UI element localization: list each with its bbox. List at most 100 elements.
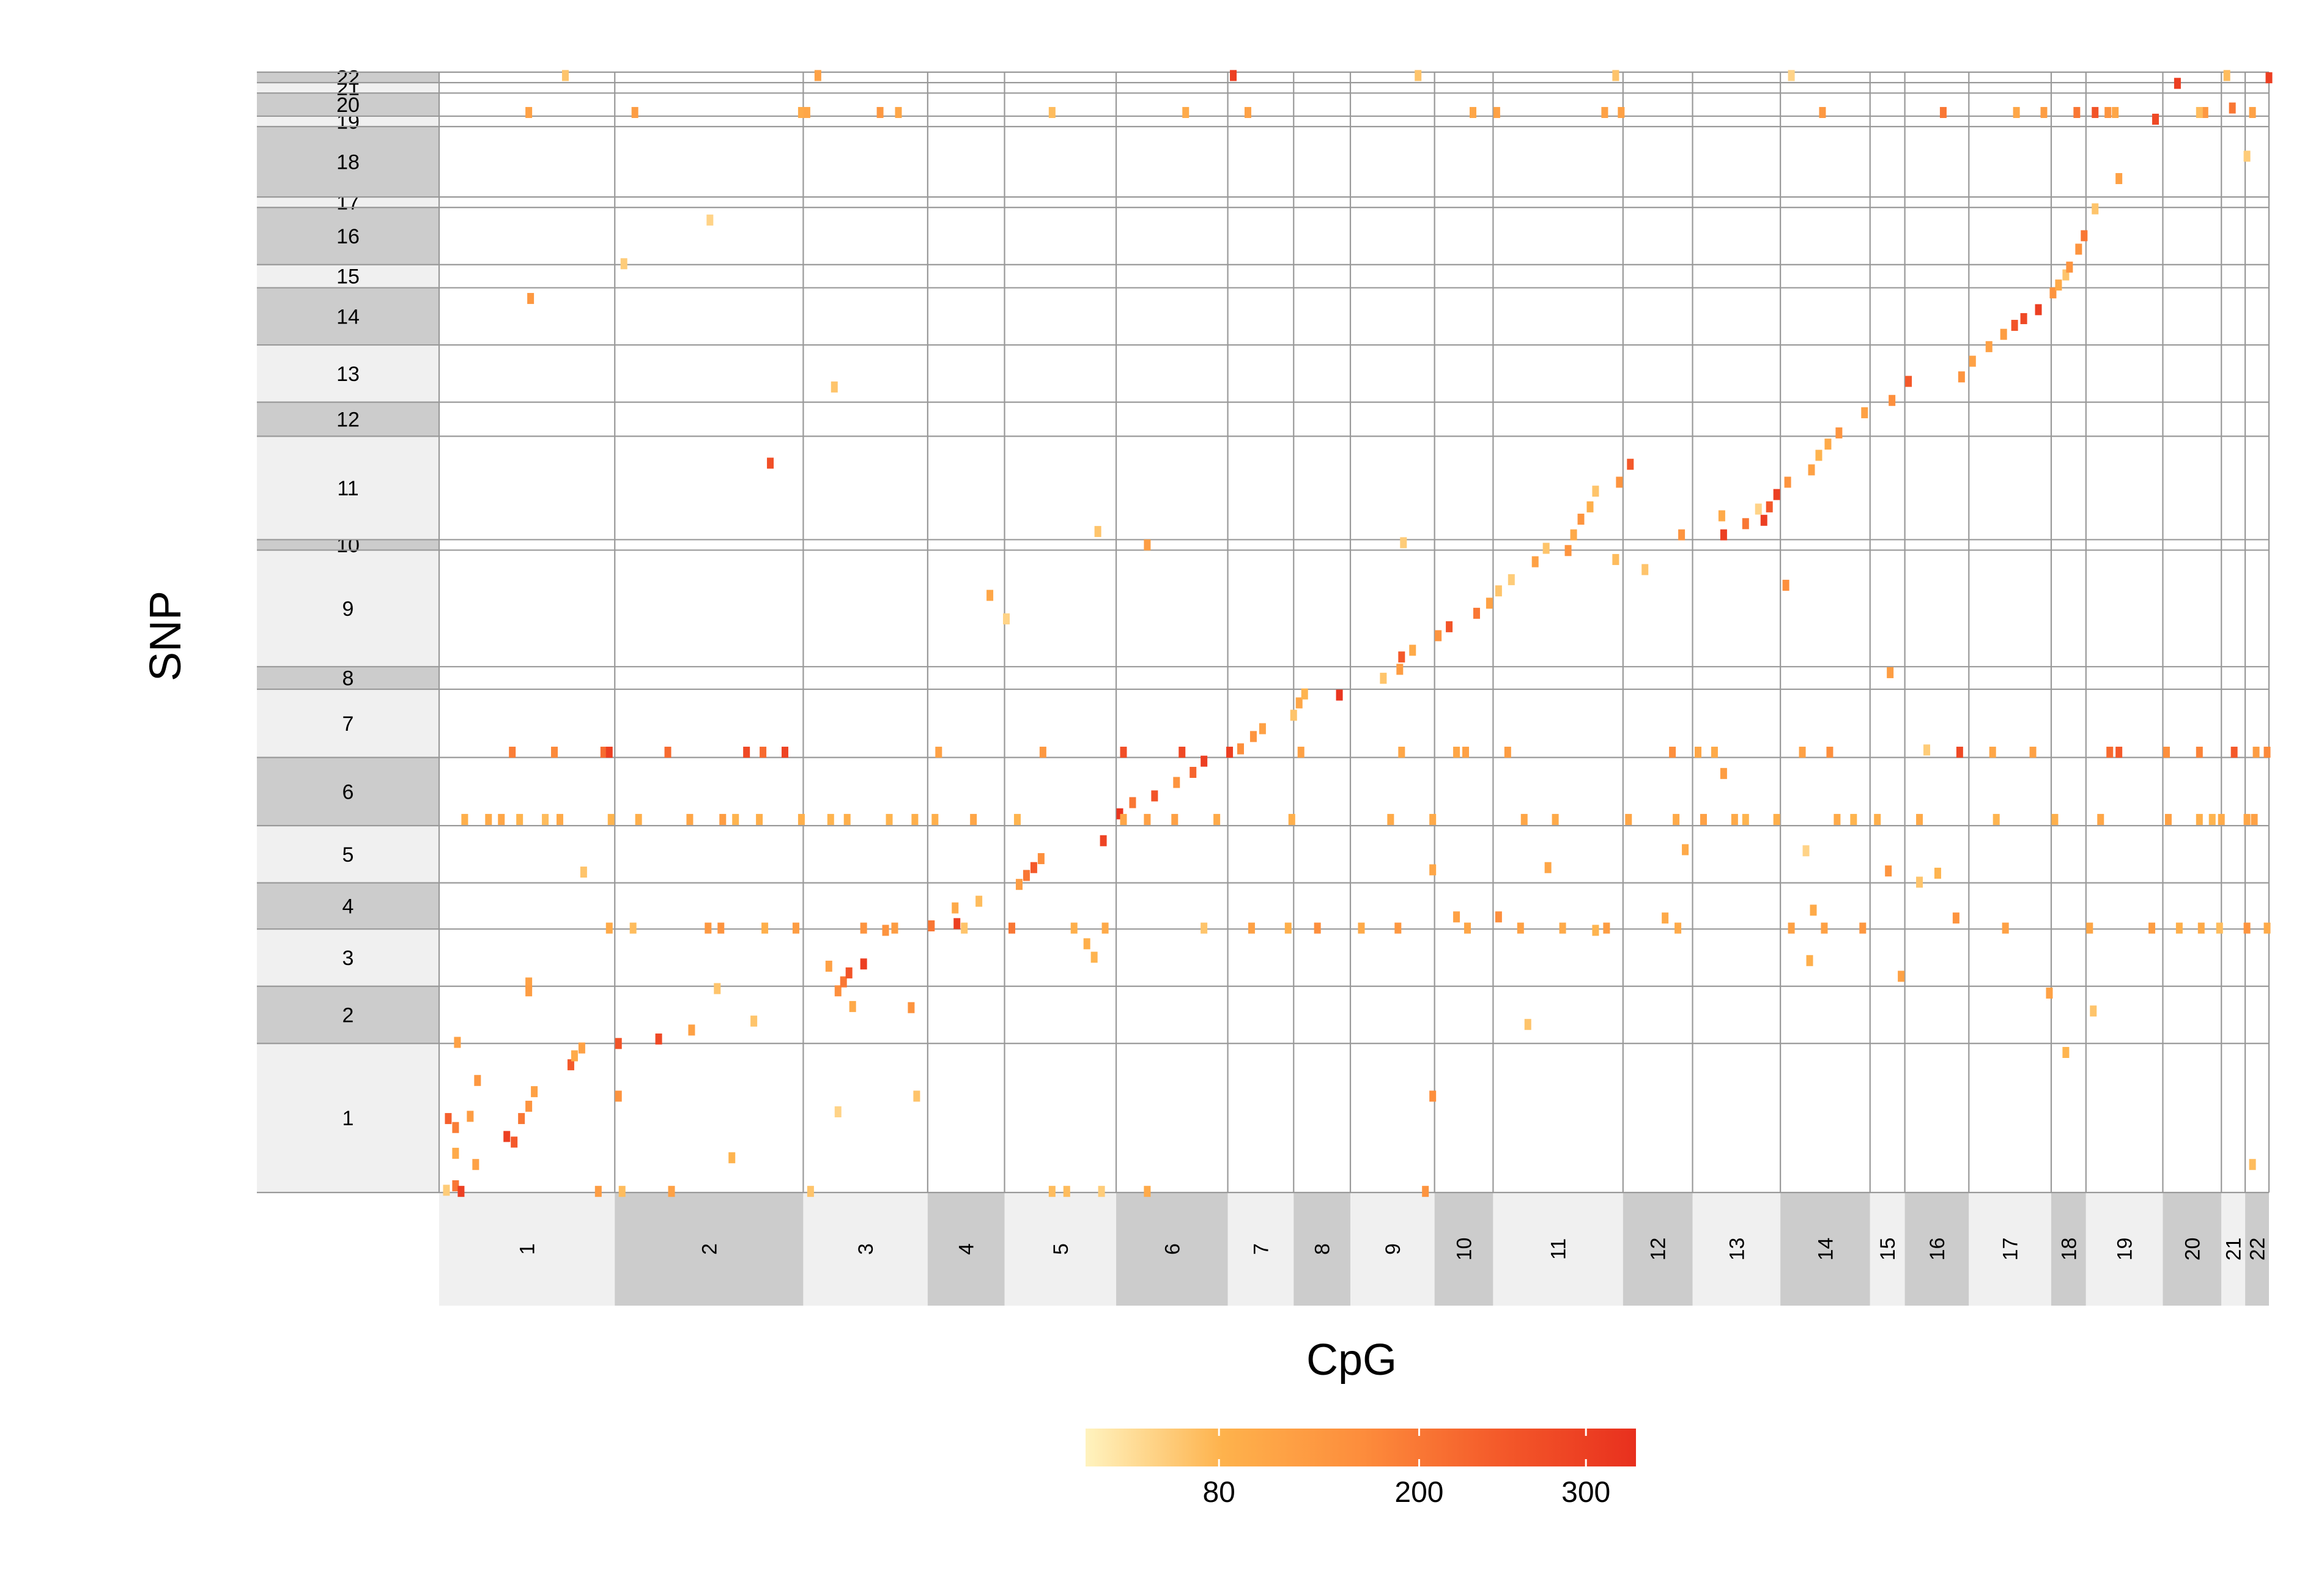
heatmap-cell	[1453, 911, 1460, 923]
snp-chrom-label: 4	[342, 895, 354, 918]
heatmap-cell	[1284, 922, 1292, 934]
heatmap-cell	[797, 106, 805, 118]
heatmap-cell	[986, 590, 994, 601]
heatmap-cell	[498, 813, 505, 825]
heatmap-cell	[1819, 106, 1826, 118]
heatmap-cell	[1314, 922, 1321, 934]
heatmap-cell	[1295, 697, 1303, 709]
heatmap-cell	[882, 925, 889, 936]
heatmap-cell	[2035, 304, 2042, 316]
heatmap-cell	[1098, 1186, 1105, 1197]
heatmap-cell	[561, 70, 569, 81]
heatmap-cell	[1586, 501, 1594, 512]
heatmap-cell	[1380, 673, 1387, 684]
heatmap-cell	[1618, 106, 1625, 118]
heatmap-cell	[1678, 529, 1686, 541]
heatmap-cell	[1810, 904, 1817, 916]
cpg-chrom-band	[1227, 1192, 1294, 1306]
heatmap-cell	[1552, 813, 1559, 825]
heatmap-cell	[2249, 1159, 2256, 1170]
heatmap-cell	[525, 977, 533, 989]
heatmap-cell	[1939, 106, 1947, 118]
heatmap-cell	[527, 293, 535, 305]
colorbar-tick-label: 80	[1202, 1476, 1235, 1509]
cpg-chrom-band	[1623, 1192, 1693, 1306]
heatmap-cell	[2020, 313, 2027, 325]
cpg-chrom-label: 3	[854, 1243, 878, 1255]
heatmap-cell	[1517, 922, 1524, 934]
heatmap-cell	[928, 920, 935, 931]
cpg-chrom-band	[1004, 1192, 1117, 1306]
heatmap-cell	[1592, 925, 1599, 936]
snp-chrom-label: 8	[342, 667, 354, 690]
heatmap-cell	[1592, 486, 1599, 497]
heatmap-cell	[2092, 203, 2099, 215]
heatmap-cell	[1023, 870, 1030, 881]
heatmap-cell	[1201, 755, 1208, 767]
heatmap-cell	[2073, 106, 2081, 118]
heatmap-cell	[1100, 835, 1107, 846]
heatmap-cell	[2164, 813, 2172, 825]
heatmap-cell	[2265, 72, 2273, 84]
heatmap-cell	[688, 1024, 695, 1036]
snp-chrom-label: 20	[336, 94, 360, 117]
heatmap-cell	[485, 813, 492, 825]
heatmap-cell	[1742, 813, 1749, 825]
heatmap-cell	[1453, 747, 1460, 758]
heatmap-cell	[1874, 813, 1881, 825]
heatmap-cell	[1923, 744, 1930, 756]
heatmap-cell	[911, 813, 919, 825]
heatmap-cell	[1409, 645, 1416, 656]
cpg-chrom-label: 10	[1453, 1238, 1476, 1261]
heatmap-cell	[834, 1106, 842, 1118]
heatmap-cell	[1742, 518, 1749, 530]
heatmap-cell	[1469, 106, 1476, 118]
heatmap-cell	[1934, 867, 1941, 879]
cpg-chrom-label: 12	[1647, 1238, 1670, 1261]
cpg-chrom-band	[2163, 1192, 2222, 1306]
heatmap-cell	[2115, 173, 2123, 185]
cpg-chrom-band	[1870, 1192, 1905, 1306]
snp-chrom-band	[257, 539, 439, 550]
heatmap-cell	[1887, 667, 1894, 678]
heatmap-cell	[2090, 1005, 2097, 1017]
heatmap-cell	[1760, 514, 1767, 526]
heatmap-cell	[840, 976, 847, 988]
heatmap-cell	[2092, 106, 2099, 118]
heatmap-cell	[1694, 747, 1701, 758]
heatmap-cell	[1850, 813, 1857, 825]
heatmap-cell	[1969, 355, 1976, 367]
cpg-chrom-band	[1969, 1192, 2051, 1306]
heatmap-cell	[1524, 1019, 1531, 1030]
heatmap-cell	[1889, 394, 1896, 406]
heatmap-cell	[1015, 879, 1023, 890]
heatmap-cell	[1144, 1186, 1151, 1197]
heatmap-cell	[1834, 813, 1841, 825]
heatmap-cell	[750, 1015, 758, 1027]
heatmap-cell	[717, 922, 725, 934]
snp-chrom-label: 1	[342, 1107, 354, 1130]
heatmap-cell	[952, 902, 959, 914]
heatmap-cell	[1559, 922, 1566, 934]
heatmap-cell	[1008, 922, 1015, 934]
cpg-chrom-band	[803, 1192, 928, 1306]
heatmap-cell	[1824, 438, 1832, 450]
heatmap-cell	[1603, 922, 1610, 934]
snp-chrom-band	[257, 83, 439, 94]
heatmap-cell	[1952, 912, 1959, 924]
cpg-chrom-label: 15	[1876, 1238, 1900, 1261]
snp-chrom-label: 14	[336, 305, 360, 328]
heatmap-cell	[1446, 621, 1453, 632]
heatmap-cell	[1226, 747, 1234, 758]
cpg-chrom-label: 6	[1161, 1243, 1184, 1255]
heatmap-cell	[1101, 922, 1109, 934]
heatmap-cell	[1116, 808, 1123, 819]
snp-chrom-label: 7	[342, 712, 354, 736]
heatmap-cell	[580, 867, 587, 878]
heatmap-cell	[664, 747, 672, 758]
y-axis-title: SNP	[141, 591, 190, 681]
heatmap-cell	[1048, 1186, 1056, 1197]
snp-chrom-label: 5	[342, 843, 354, 867]
heatmap-cell	[2013, 106, 2020, 118]
